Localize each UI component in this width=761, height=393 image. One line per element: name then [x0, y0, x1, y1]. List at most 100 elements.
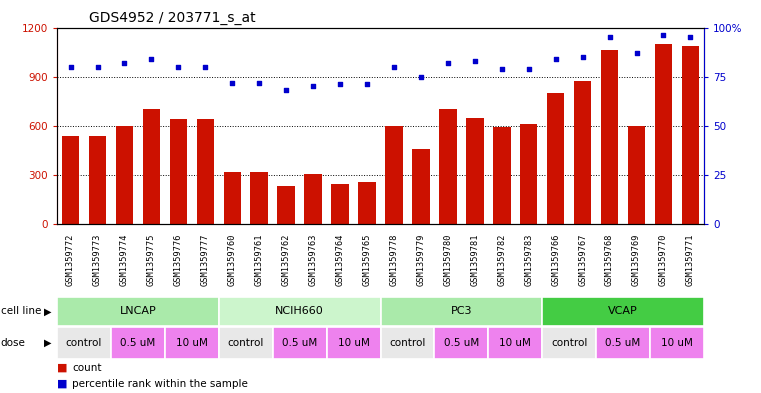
Bar	[682, 46, 699, 224]
Text: ■: ■	[57, 378, 68, 389]
Bar	[358, 182, 376, 224]
Text: control: control	[66, 338, 102, 348]
Bar	[331, 184, 349, 224]
Bar	[89, 136, 107, 224]
Bar	[543, 297, 704, 325]
Text: 0.5 uM: 0.5 uM	[606, 338, 641, 348]
Text: control: control	[390, 338, 425, 348]
Bar	[574, 81, 591, 224]
Point	[658, 32, 670, 39]
Text: GSM1359770: GSM1359770	[659, 233, 668, 286]
Text: GSM1359781: GSM1359781	[470, 233, 479, 286]
Text: GSM1359767: GSM1359767	[578, 233, 587, 286]
Text: 0.5 uM: 0.5 uM	[120, 338, 155, 348]
Point	[684, 34, 696, 40]
Bar	[62, 136, 79, 224]
Point	[549, 56, 562, 62]
Point	[172, 64, 184, 70]
Bar	[170, 119, 187, 224]
Bar	[380, 327, 435, 359]
Text: 0.5 uM: 0.5 uM	[282, 338, 317, 348]
Text: GSM1359771: GSM1359771	[686, 233, 695, 286]
Point	[495, 66, 508, 72]
Text: GSM1359773: GSM1359773	[93, 233, 102, 286]
Bar	[111, 327, 165, 359]
Bar	[547, 93, 565, 224]
Point	[334, 81, 346, 88]
Text: LNCAP: LNCAP	[119, 307, 156, 316]
Text: 10 uM: 10 uM	[661, 338, 693, 348]
Text: GSM1359779: GSM1359779	[416, 233, 425, 286]
Point	[361, 81, 373, 88]
Text: control: control	[551, 338, 587, 348]
Text: dose: dose	[1, 338, 26, 348]
Text: VCAP: VCAP	[608, 307, 638, 316]
Bar	[57, 297, 219, 325]
Text: GSM1359778: GSM1359778	[390, 233, 399, 286]
Bar	[439, 109, 457, 224]
Text: cell line: cell line	[1, 307, 41, 316]
Bar	[466, 118, 483, 224]
Text: 0.5 uM: 0.5 uM	[444, 338, 479, 348]
Bar	[650, 327, 704, 359]
Point	[523, 66, 535, 72]
Bar	[116, 126, 133, 224]
Bar	[219, 327, 272, 359]
Text: control: control	[228, 338, 264, 348]
Bar	[250, 173, 268, 224]
Text: 10 uM: 10 uM	[338, 338, 370, 348]
Bar	[224, 172, 241, 224]
Point	[630, 50, 642, 56]
Text: ▶: ▶	[44, 307, 52, 316]
Text: GSM1359762: GSM1359762	[282, 233, 291, 286]
Bar	[601, 50, 619, 224]
Text: 10 uM: 10 uM	[176, 338, 208, 348]
Text: ▶: ▶	[44, 338, 52, 348]
Text: GSM1359774: GSM1359774	[120, 233, 129, 286]
Text: GSM1359764: GSM1359764	[336, 233, 345, 286]
Text: GSM1359772: GSM1359772	[66, 233, 75, 286]
Bar	[493, 127, 511, 224]
Bar	[272, 327, 326, 359]
Point	[469, 58, 481, 64]
Bar	[543, 327, 596, 359]
Text: GSM1359761: GSM1359761	[255, 233, 264, 286]
Bar	[142, 109, 160, 224]
Text: GDS4952 / 203771_s_at: GDS4952 / 203771_s_at	[90, 11, 256, 25]
Bar	[196, 119, 214, 224]
Point	[119, 60, 131, 66]
Bar	[219, 297, 380, 325]
Point	[415, 73, 427, 80]
Point	[253, 79, 266, 86]
Point	[577, 54, 589, 60]
Bar	[489, 327, 542, 359]
Bar	[596, 327, 650, 359]
Point	[226, 79, 238, 86]
Text: GSM1359777: GSM1359777	[201, 233, 210, 286]
Text: GSM1359766: GSM1359766	[551, 233, 560, 286]
Bar	[278, 185, 295, 224]
Bar	[326, 327, 380, 359]
Text: percentile rank within the sample: percentile rank within the sample	[72, 378, 248, 389]
Text: 10 uM: 10 uM	[499, 338, 531, 348]
Point	[199, 64, 212, 70]
Point	[145, 56, 158, 62]
Bar	[520, 124, 537, 224]
Point	[307, 83, 319, 90]
Bar	[385, 126, 403, 224]
Bar	[435, 327, 489, 359]
Point	[91, 64, 103, 70]
Text: GSM1359763: GSM1359763	[309, 233, 317, 286]
Bar	[654, 44, 672, 224]
Text: count: count	[72, 363, 102, 373]
Text: GSM1359765: GSM1359765	[362, 233, 371, 286]
Bar	[380, 297, 542, 325]
Text: GSM1359760: GSM1359760	[228, 233, 237, 286]
Bar	[57, 327, 111, 359]
Point	[388, 64, 400, 70]
Text: GSM1359776: GSM1359776	[174, 233, 183, 286]
Point	[603, 34, 616, 40]
Point	[65, 64, 77, 70]
Text: GSM1359780: GSM1359780	[444, 233, 452, 286]
Point	[442, 60, 454, 66]
